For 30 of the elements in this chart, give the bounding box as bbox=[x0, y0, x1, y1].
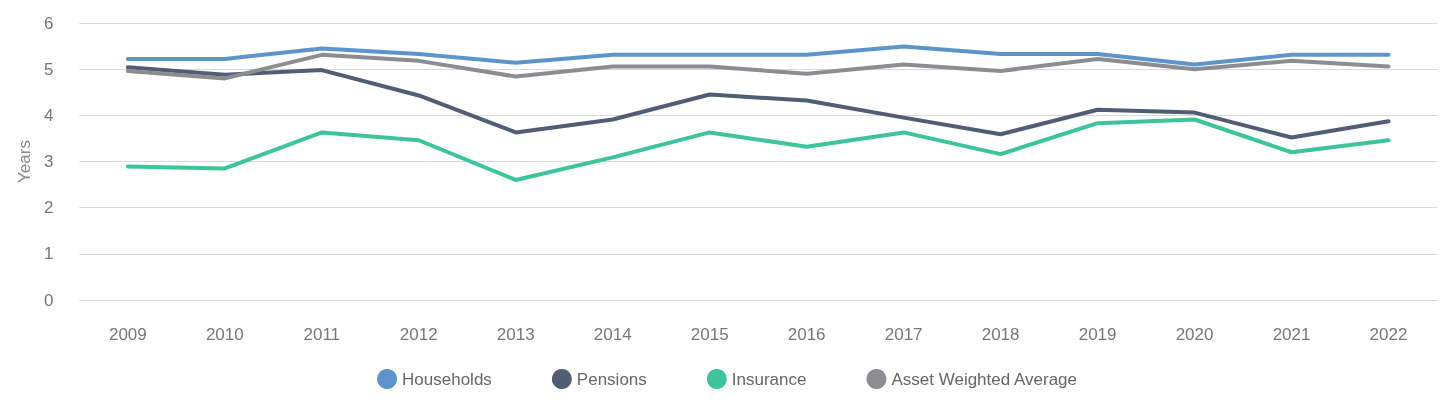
x-tick-label: 2010 bbox=[205, 325, 244, 344]
x-tick-label: 2013 bbox=[496, 325, 535, 344]
x-tick-label: 2017 bbox=[884, 325, 923, 344]
x-tick-label: 2015 bbox=[690, 325, 729, 344]
x-tick-label: 2019 bbox=[1078, 325, 1117, 344]
line-series bbox=[125, 117, 1391, 182]
x-tick-label: 2016 bbox=[787, 325, 826, 344]
y-tick-label: 5 bbox=[43, 59, 54, 79]
legend-label: Insurance bbox=[731, 369, 807, 389]
x-tick-label: 2020 bbox=[1175, 325, 1214, 344]
legend-label: Households bbox=[402, 369, 492, 389]
y-tick-label: 3 bbox=[43, 152, 54, 171]
x-tick-label: 2009 bbox=[108, 325, 147, 344]
y-tick-label: 0 bbox=[43, 290, 54, 310]
line-series bbox=[125, 65, 1391, 140]
y-tick-label: 4 bbox=[43, 105, 54, 125]
y-tick-label: 6 bbox=[43, 13, 54, 33]
y-tick-label: 2 bbox=[43, 198, 54, 218]
line-series bbox=[125, 44, 1391, 67]
x-tick-label: 2022 bbox=[1369, 325, 1408, 344]
y-axis-title: Years bbox=[15, 140, 34, 183]
legend-label: Pensions bbox=[576, 369, 647, 389]
x-tick-label: 2018 bbox=[981, 325, 1020, 344]
line-series bbox=[125, 52, 1391, 81]
x-tick-label: 2021 bbox=[1272, 325, 1311, 344]
x-tick-label: 2012 bbox=[399, 325, 438, 344]
legend-label: Asset Weighted Average bbox=[891, 369, 1078, 389]
x-tick-label: 2011 bbox=[303, 325, 341, 344]
x-tick-label: 2014 bbox=[593, 325, 632, 344]
y-tick-label: 1 bbox=[43, 244, 54, 264]
